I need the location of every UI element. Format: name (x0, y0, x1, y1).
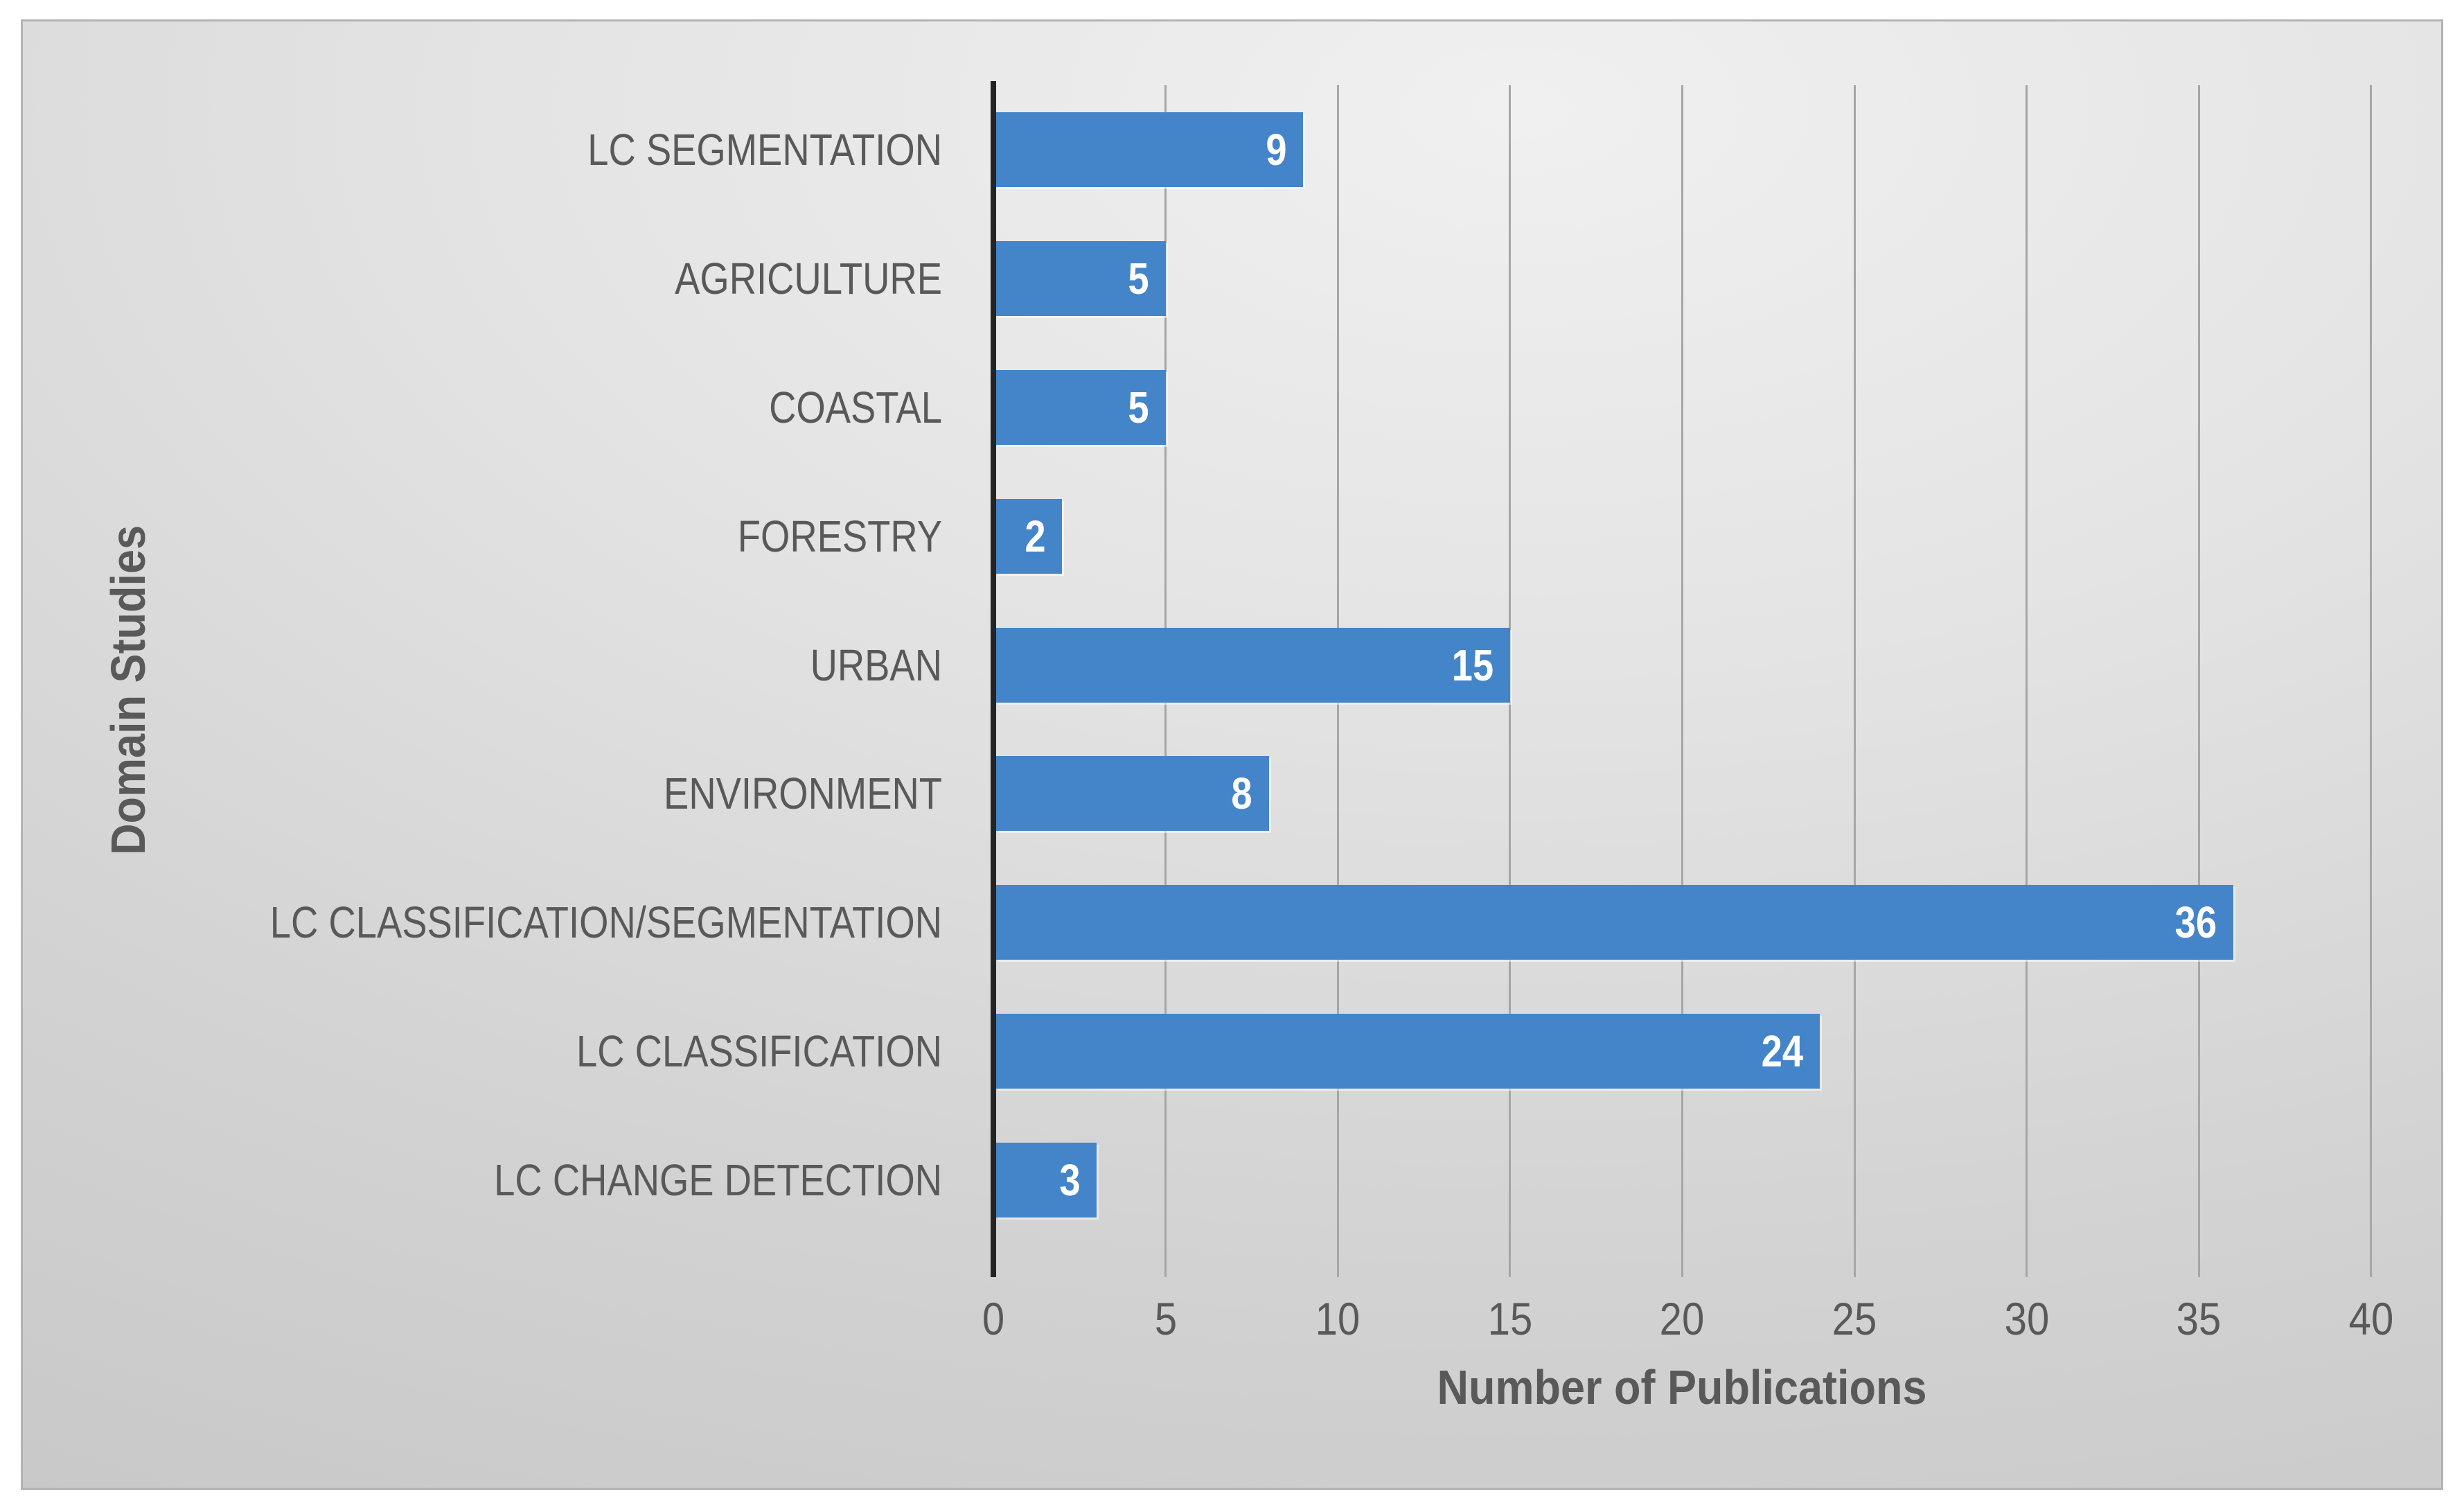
gridline-15 (1509, 85, 1512, 1277)
bar-value-label: 5 (1128, 253, 1149, 304)
gridline-25 (1853, 85, 1856, 1277)
bar-coastal: 5 (996, 369, 1166, 445)
category-label-coastal: COASTAL (769, 382, 942, 432)
bar-value-label: 9 (1266, 124, 1287, 175)
bar-environment: 8 (996, 756, 1269, 832)
bar-value-label: 5 (1128, 382, 1149, 432)
x-tick-label-40: 40 (2348, 1293, 2394, 1344)
gridline-20 (1681, 85, 1683, 1277)
bar-lc-classification-segmentation: 36 (996, 885, 2233, 960)
x-tick-label-0: 0 (982, 1293, 1005, 1344)
category-label-lc-classification-segmentation: LC CLASSIFICATION/SEGMENTATION (269, 897, 942, 948)
bar-value-label: 3 (1058, 1155, 1081, 1206)
category-label-lc-segmentation: LC SEGMENTATION (587, 124, 942, 175)
bar-value-label: 24 (1761, 1026, 1804, 1077)
bar-urban: 15 (996, 627, 1510, 703)
x-tick-label-30: 30 (2004, 1293, 2049, 1344)
bar-value-label: 2 (1025, 511, 1046, 561)
category-label-agriculture: AGRICULTURE (675, 253, 942, 304)
gridline-40 (2370, 85, 2373, 1277)
gridline-35 (2197, 85, 2200, 1277)
category-label-forestry: FORESTRY (737, 511, 942, 561)
category-label-lc-classification: LC CLASSIFICATION (576, 1026, 942, 1077)
bar-value-label: 8 (1231, 768, 1252, 819)
bar-lc-segmentation: 9 (996, 112, 1304, 187)
x-tick-label-25: 25 (1832, 1293, 1877, 1344)
bar-agriculture: 5 (996, 240, 1166, 316)
x-tick-label-10: 10 (1315, 1293, 1360, 1344)
bar-value-label: 36 (2174, 897, 2217, 948)
bar-forestry: 2 (996, 498, 1063, 574)
y-axis-title: Domain Studies (101, 525, 155, 856)
x-tick-label-5: 5 (1154, 1293, 1177, 1344)
bar-lc-change-detection: 3 (996, 1143, 1097, 1218)
category-axis-line (991, 81, 996, 1277)
x-tick-label-20: 20 (1660, 1293, 1705, 1344)
bar-lc-classification: 24 (996, 1014, 1820, 1089)
x-axis-title: Number of Publications (1437, 1360, 1927, 1414)
gridline-30 (2026, 85, 2028, 1277)
x-tick-label-35: 35 (2176, 1293, 2222, 1344)
bar-value-label: 15 (1451, 640, 1494, 690)
category-label-urban: URBAN (810, 640, 942, 690)
category-label-environment: ENVIRONMENT (664, 768, 942, 819)
x-tick-label-15: 15 (1487, 1293, 1533, 1344)
category-label-lc-change-detection: LC CHANGE DETECTION (494, 1155, 942, 1206)
chart-area: 9 5 5 2 15 8 36 24 3 LC SEGMENTATION AGRICULTURE C… (21, 19, 2443, 1490)
